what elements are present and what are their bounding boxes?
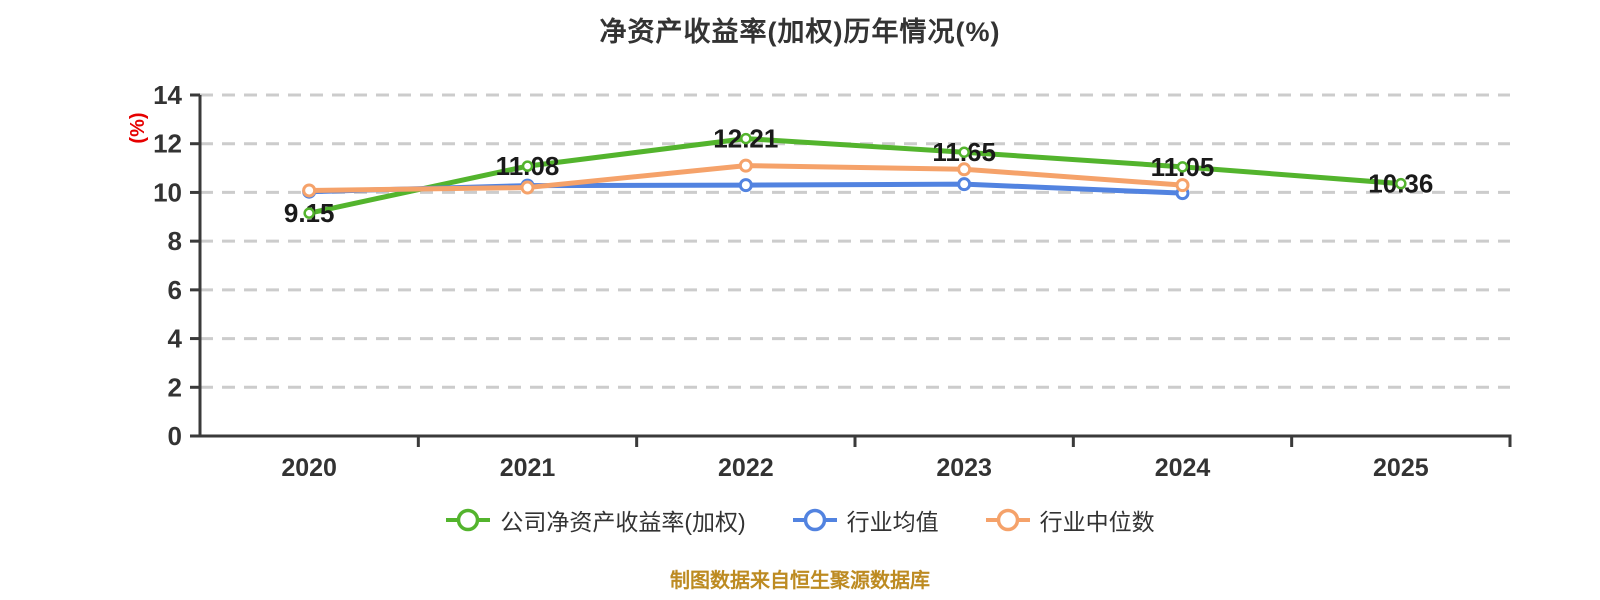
y-tick-label-2: 2 [168,372,182,402]
marker-company-roe-2020[interactable] [303,207,315,219]
y-tick-label-10: 10 [153,177,182,207]
marker-industry-median-2022[interactable] [738,158,753,173]
legend-label-industry-mean: 行业均值 [846,509,939,535]
marker-company-roe-2024[interactable] [1176,161,1189,173]
x-label-2020: 2020 [281,454,337,482]
marker-company-roe-2025[interactable] [1395,177,1407,190]
legend-marker-icon-company-roe [446,508,491,532]
y-tick-label-12: 12 [153,129,182,159]
legend-marker-icon-industry-median [985,508,1030,532]
legend-item-industry-mean[interactable]: 行业均值 [792,503,939,537]
line-chart-canvas: 02468101214202020212022202320242025(%)9.… [127,80,1512,482]
marker-industry-median-2024[interactable] [1175,178,1190,193]
chart-legend: 公司净资产收益率(加权) 行业均值 行业中位数 [0,503,1600,537]
x-label-2023: 2023 [936,454,992,482]
marker-industry-median-2023[interactable] [957,162,972,177]
marker-industry-median-2020[interactable] [302,183,317,198]
marker-industry-mean-2022[interactable] [738,178,753,193]
y-tick-label-6: 6 [168,275,182,305]
marker-industry-median-2021[interactable] [520,180,535,195]
marker-industry-mean-2023[interactable] [957,177,972,192]
y-tick-label-4: 4 [168,324,183,354]
legend-item-industry-median[interactable]: 行业中位数 [985,503,1155,537]
marker-company-roe-2022[interactable] [740,132,752,145]
legend-label-industry-median: 行业中位数 [1039,509,1155,535]
legend-marker-icon-industry-mean [792,508,837,532]
x-label-2025: 2025 [1373,454,1429,482]
y-tick-label-0: 0 [168,421,182,451]
marker-company-roe-2021[interactable] [521,160,534,172]
chart-title: 净资产收益率(加权)历年情况(%) [599,17,1001,47]
data-source-note: 制图数据来自恒生聚源数据库 [670,570,930,592]
y-axis-name: (%) [127,112,149,143]
x-label-2024: 2024 [1155,454,1211,482]
y-tick-label-14: 14 [153,80,182,110]
x-label-2022: 2022 [718,454,774,482]
legend-item-company-roe[interactable]: 公司净资产收益率(加权) [445,503,746,537]
x-label-2021: 2021 [500,454,556,482]
marker-company-roe-2023[interactable] [958,146,970,158]
legend-label-company-roe: 公司净资产收益率(加权) [500,509,746,535]
y-tick-label-8: 8 [168,226,182,256]
series-line-company-roe [306,136,1404,216]
